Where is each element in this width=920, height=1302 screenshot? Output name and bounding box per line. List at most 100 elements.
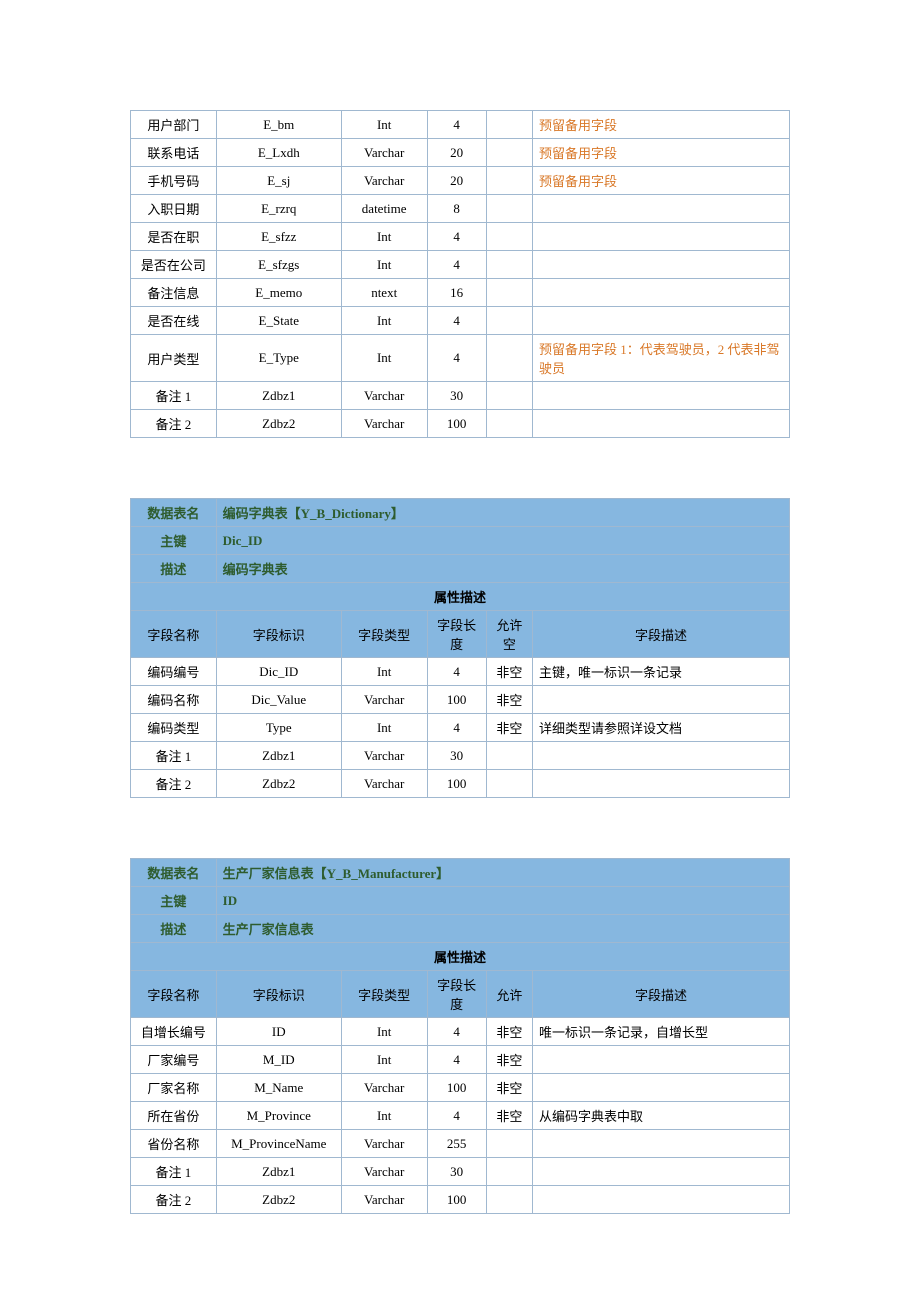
col-null: 允许 <box>486 971 532 1018</box>
table-row: 编码类型TypeInt4非空详细类型请参照详设文档 <box>131 714 790 742</box>
cell-name: 省份名称 <box>131 1130 217 1158</box>
cell-name: 厂家名称 <box>131 1074 217 1102</box>
cell-type: datetime <box>341 195 427 223</box>
table-row: 是否在公司E_sfzgsInt4 <box>131 251 790 279</box>
cell-type: Varchar <box>341 1158 427 1186</box>
cell-len: 4 <box>427 1018 486 1046</box>
cell-desc: 预留备用字段 <box>532 111 789 139</box>
cell-desc: 唯一标识一条记录，自增长型 <box>532 1018 789 1046</box>
cell-desc <box>532 1158 789 1186</box>
cell-name: 编码名称 <box>131 686 217 714</box>
cell-null <box>486 307 532 335</box>
table-row: 备注 1Zdbz1Varchar30 <box>131 742 790 770</box>
meta-label: 描述 <box>131 915 217 943</box>
cell-desc <box>532 410 789 438</box>
cell-desc <box>532 382 789 410</box>
cell-name: 厂家编号 <box>131 1046 217 1074</box>
cell-desc: 主键，唯一标识一条记录 <box>532 658 789 686</box>
cell-type: Varchar <box>341 1074 427 1102</box>
cell-type: Int <box>341 714 427 742</box>
cell-name: 备注 2 <box>131 410 217 438</box>
cell-name: 手机号码 <box>131 167 217 195</box>
meta-row-tablename: 数据表名 生产厂家信息表【Y_B_Manufacturer】 <box>131 859 790 887</box>
cell-len: 4 <box>427 307 486 335</box>
cell-desc <box>532 770 789 798</box>
cell-null <box>486 770 532 798</box>
cell-name: 是否在公司 <box>131 251 217 279</box>
column-header-row: 字段名称 字段标识 字段类型 字段长度 允许 字段描述 <box>131 971 790 1018</box>
cell-type: Int <box>341 1102 427 1130</box>
cell-desc <box>532 742 789 770</box>
cell-ident: Zdbz1 <box>216 742 341 770</box>
cell-len: 100 <box>427 410 486 438</box>
cell-len: 4 <box>427 111 486 139</box>
cell-type: Int <box>341 307 427 335</box>
page-container: 用户部门E_bmInt4预留备用字段 联系电话E_LxdhVarchar20预留… <box>0 0 920 1274</box>
table-row: 省份名称M_ProvinceNameVarchar255 <box>131 1130 790 1158</box>
cell-ident: Zdbz2 <box>216 770 341 798</box>
cell-len: 4 <box>427 335 486 382</box>
table-row: 备注信息E_memontext16 <box>131 279 790 307</box>
cell-len: 100 <box>427 770 486 798</box>
meta-label: 数据表名 <box>131 499 217 527</box>
attr-header: 属性描述 <box>131 583 790 611</box>
cell-ident: M_Name <box>216 1074 341 1102</box>
col-len: 字段长度 <box>427 971 486 1018</box>
cell-type: Varchar <box>341 167 427 195</box>
cell-len: 100 <box>427 1074 486 1102</box>
cell-name: 联系电话 <box>131 139 217 167</box>
attr-header: 属性描述 <box>131 943 790 971</box>
cell-null <box>486 111 532 139</box>
cell-null <box>486 139 532 167</box>
attr-header-row: 属性描述 <box>131 583 790 611</box>
meta-label: 主键 <box>131 527 217 555</box>
meta-value: 编码字典表 <box>216 555 789 583</box>
cell-name: 是否在职 <box>131 223 217 251</box>
cell-name: 编码编号 <box>131 658 217 686</box>
cell-desc <box>532 279 789 307</box>
cell-type: Varchar <box>341 1186 427 1214</box>
cell-null <box>486 1186 532 1214</box>
cell-ident: E_sfzz <box>216 223 341 251</box>
cell-ident: M_ProvinceName <box>216 1130 341 1158</box>
table-3: 数据表名 生产厂家信息表【Y_B_Manufacturer】 主键 ID 描述 … <box>130 858 790 1214</box>
cell-len: 4 <box>427 1102 486 1130</box>
cell-null: 非空 <box>486 714 532 742</box>
meta-label: 数据表名 <box>131 859 217 887</box>
cell-null <box>486 382 532 410</box>
meta-row-desc: 描述 编码字典表 <box>131 555 790 583</box>
cell-name: 用户部门 <box>131 111 217 139</box>
cell-type: Varchar <box>341 770 427 798</box>
cell-name: 备注 1 <box>131 742 217 770</box>
table-row: 所在省份M_ProvinceInt4非空从编码字典表中取 <box>131 1102 790 1130</box>
table-row: 备注 2Zdbz2Varchar100 <box>131 410 790 438</box>
cell-null <box>486 195 532 223</box>
cell-desc <box>532 1074 789 1102</box>
col-len: 字段长度 <box>427 611 486 658</box>
col-desc: 字段描述 <box>532 971 789 1018</box>
table-row: 自增长编号IDInt4非空唯一标识一条记录，自增长型 <box>131 1018 790 1046</box>
cell-name: 所在省份 <box>131 1102 217 1130</box>
cell-ident: E_memo <box>216 279 341 307</box>
cell-name: 编码类型 <box>131 714 217 742</box>
cell-type: Varchar <box>341 742 427 770</box>
cell-desc <box>532 251 789 279</box>
cell-len: 100 <box>427 1186 486 1214</box>
col-desc: 字段描述 <box>532 611 789 658</box>
col-type: 字段类型 <box>341 971 427 1018</box>
cell-type: Varchar <box>341 382 427 410</box>
table-row: 是否在线E_StateInt4 <box>131 307 790 335</box>
cell-null <box>486 742 532 770</box>
cell-ident: Zdbz2 <box>216 1186 341 1214</box>
col-name: 字段名称 <box>131 971 217 1018</box>
meta-value: Dic_ID <box>216 527 789 555</box>
meta-row-tablename: 数据表名 编码字典表【Y_B_Dictionary】 <box>131 499 790 527</box>
table-row: 联系电话E_LxdhVarchar20预留备用字段 <box>131 139 790 167</box>
table-row: 用户部门E_bmInt4预留备用字段 <box>131 111 790 139</box>
table-row: 手机号码E_sjVarchar20预留备用字段 <box>131 167 790 195</box>
cell-ident: E_bm <box>216 111 341 139</box>
table-row: 编码名称Dic_ValueVarchar100非空 <box>131 686 790 714</box>
cell-null <box>486 335 532 382</box>
col-name: 字段名称 <box>131 611 217 658</box>
cell-len: 30 <box>427 382 486 410</box>
